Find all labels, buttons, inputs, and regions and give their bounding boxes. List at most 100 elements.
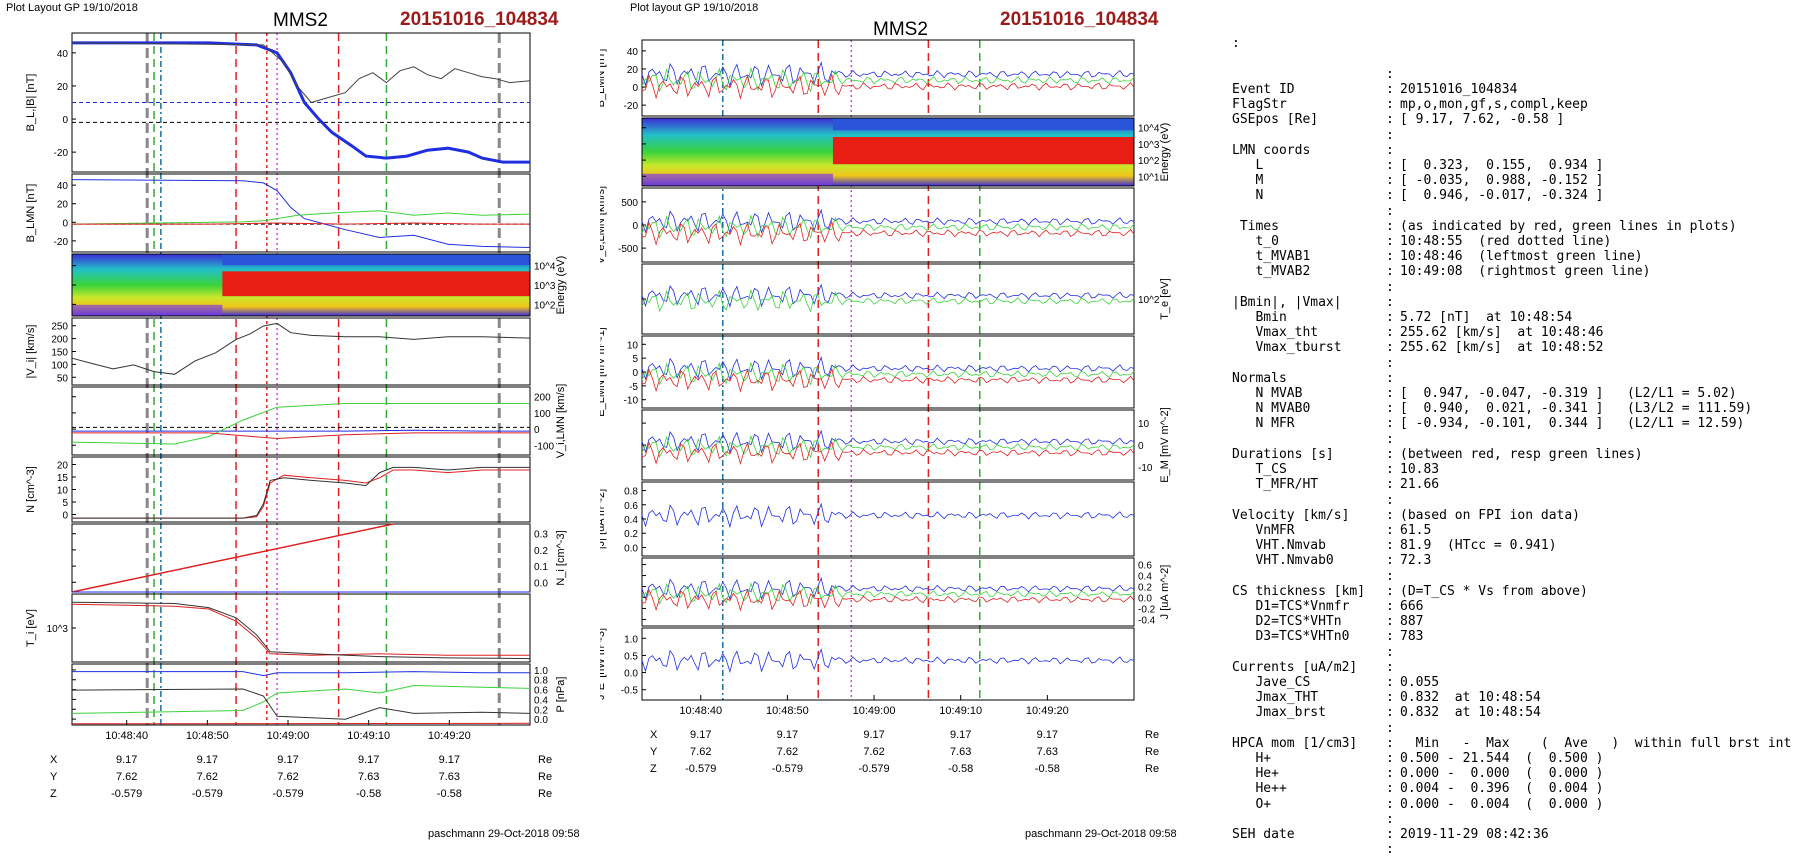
left-header: Plot Layout GP 19/10/2018 [6,2,138,14]
info-value: (D=T_CS * Vs from above) [1400,583,1588,599]
info-key [1232,128,1386,143]
panel-frame [71,593,531,663]
y-axis-label: E_LMN [mV m^-1] [600,327,607,417]
y-tick-label: 0.2 [534,546,548,557]
y-tick-label: 10^1 [1138,172,1160,183]
y-tick-label: -20 [54,237,69,248]
y-axis-label: T_e [eV] [1159,278,1171,320]
y-tick-label: 5 [62,498,68,509]
position-value: 9.17 [358,754,379,766]
info-value: 783 [1400,629,1424,645]
info-key: T_CS [1232,462,1287,478]
info-row: : [1232,721,1802,736]
info-colon: : [1386,568,1394,584]
time-tick-label: 10:49:20 [428,730,471,742]
info-key [1232,204,1386,219]
right-header: Plot layout GP 19/10/2018 [630,2,759,14]
noise-trace [641,367,1135,393]
info-colon: : [1386,446,1394,462]
spectrogram-lower-band [642,173,833,186]
y-tick-label: -20 [624,101,639,112]
position-value: 9.17 [197,754,218,766]
info-key: He++ [1232,781,1287,797]
info-colon: : [1386,127,1394,143]
noise-trace [641,288,1135,313]
info-colon: : [1386,218,1394,234]
info-key: Jmax_THT [1232,690,1319,706]
info-value: 61.5 [1400,522,1432,538]
info-row: Bmin:5.72 [nT] at 10:48:54 [1232,310,1802,325]
info-key: O+ [1232,796,1272,812]
y-tick-label: 0.0 [1138,593,1152,604]
info-top-mark: : [1232,36,1240,52]
position-value: 9.17 [1037,729,1058,741]
info-key [1232,645,1386,660]
info-value: [ 0.940, 0.021, -0.341 ] (L3/L2 = 111.59… [1400,401,1753,417]
y-axis-label: B_LMN [nT] [25,184,37,243]
y-tick-label: 40 [57,181,69,192]
series-N-He- [71,523,394,593]
info-value: 0.000 - 0.004 ( 0.000 ) [1400,796,1604,812]
info-key: M [1232,173,1264,189]
series-Ni [72,466,530,519]
info-row: : [1232,645,1802,660]
position-label: Z [50,788,57,800]
info-colon: : [1386,97,1394,113]
panel-L3: 10^4 10^3 10^2 Energy (eV) [71,253,567,317]
y-tick-label: 200 [534,393,551,404]
info-row: : [1232,569,1802,584]
info-value: 0.832 at 10:48:54 [1400,705,1541,721]
right-chart: 40 20 0 -20 B_LMN [nT] 10^4 10^3 10^2 10^1 Energy… [600,39,1171,775]
spectrogram-hot-band [222,271,530,297]
info-key: N MFR [1232,416,1295,432]
info-row: SEH date:2019-11-29 08:42:36 [1232,827,1802,842]
info-colon: : [1386,522,1394,538]
info-value: [ -0.934, -0.101, 0.344 ] (L2/L1 = 12.59… [1400,416,1745,432]
panel-frame [71,456,531,523]
position-value: 7.63 [439,771,460,783]
position-unit: Re [1145,763,1159,775]
info-key: H+ [1232,750,1272,766]
info-key: VHT.Nmvab [1232,538,1326,554]
info-colon: : [1386,66,1394,82]
position-label: Z [650,763,657,775]
info-value: 0.004 - 0.396 ( 0.004 ) [1400,781,1604,797]
panel-frame [71,386,531,456]
y-tick-label: -20 [54,148,69,159]
info-key: CS thickness [km] [1232,583,1366,599]
info-key [1232,432,1386,447]
y-tick-label: 10^2 [534,300,556,311]
info-row: H+:0.500 - 21.544 ( 0.500 ) [1232,751,1802,766]
panel-frame [71,523,531,593]
y-tick-label: 150 [51,348,68,359]
series-Pe [71,722,531,725]
info-value: 255.62 [km/s] at 10:48:52 [1400,340,1604,356]
info-key: Vmax_tburst [1232,340,1342,356]
info-value: 666 [1400,598,1424,614]
series-BL [72,41,530,164]
info-value: [ 9.17, 7.62, -0.58 ] [1400,112,1565,128]
position-value: 9.17 [116,754,137,766]
info-colon: : [1386,826,1394,842]
info-value: [ -0.035, 0.988, -0.152 ] [1400,173,1604,189]
panel-R4: 10^2 T_e [eV] [641,263,1171,335]
y-tick-label: 0 [534,425,540,436]
panel-R5: 10 5 0 -5 -10 E_LMN [mV m^-1] [600,327,1135,417]
info-value: [ 0.946, -0.017, -0.324 ] [1400,188,1604,204]
info-colon: : [1386,492,1394,508]
info-colon: : [1386,750,1394,766]
info-key: Times [1232,218,1279,234]
info-row: D1=TCS*Vnmfr:666 [1232,599,1802,614]
left-spacecraft-title: MMS2 [273,10,328,31]
info-row: O+:0.000 - 0.004 ( 0.000 ) [1232,797,1802,812]
position-value: 7.62 [277,771,298,783]
noise-trace [641,576,1135,601]
y-tick-label: 0 [62,115,68,126]
info-key: Jmax_brst [1232,705,1326,721]
info-key: VHT.Nmvab0 [1232,553,1334,569]
info-colon: : [1386,158,1394,174]
info-colon: : [1386,142,1394,158]
info-row: t_MVAB1:10:48:46 (leftmost green line) [1232,249,1802,264]
y-tick-label: 0.4 [1138,572,1152,583]
noise-trace [641,361,1135,386]
